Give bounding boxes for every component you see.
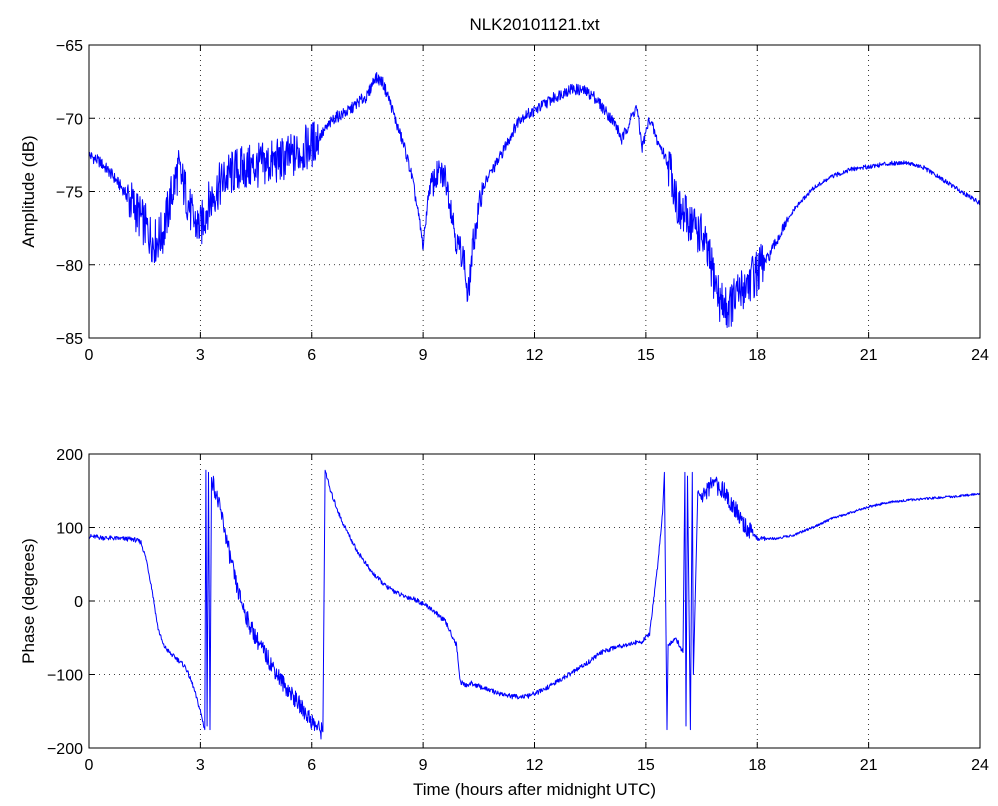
x-tick-label: 6 [307,347,316,364]
x-tick-label: 15 [637,347,655,364]
y-tick-label: 100 [56,521,83,538]
y-tick-label: −65 [56,38,83,55]
series-line [89,72,980,328]
y-tick-label: 200 [56,447,83,464]
y-tick-label: −85 [56,331,83,348]
y-axis-label: Amplitude (dB) [19,135,38,247]
y-tick-label: −80 [56,258,83,275]
x-tick-label: 9 [419,347,428,364]
x-tick-label: 18 [748,757,766,774]
x-tick-label: 9 [419,757,428,774]
y-axis-label: Phase (degrees) [19,538,38,664]
y-tick-label: −70 [56,111,83,128]
series-line [89,469,980,740]
y-tick-label: −200 [47,741,83,758]
x-tick-label: 6 [307,757,316,774]
y-tick-label: 0 [74,594,83,611]
x-tick-label: 3 [196,347,205,364]
x-tick-label: 15 [637,757,655,774]
y-tick-label: −100 [47,668,83,685]
phase-panel: 0 3 6 9 12 15 18 21 24 −200 −100 0 100 200 Phase (degr… [19,447,989,799]
x-tick-label: 0 [85,347,94,364]
x-tick-label: 24 [971,347,989,364]
x-tick-label: 12 [526,757,544,774]
x-axis-label: Time (hours after midnight UTC) [413,780,656,799]
x-tick-label: 24 [971,757,989,774]
x-tick-label: 0 [85,757,94,774]
x-tick-label: 3 [196,757,205,774]
x-tick-label: 12 [526,347,544,364]
x-tick-label: 21 [860,347,878,364]
x-tick-label: 18 [748,347,766,364]
y-tick-label: −75 [56,185,83,202]
x-tick-label: 21 [860,757,878,774]
amplitude-panel: 0 3 6 9 12 15 18 21 24 −85 −80 −75 −70 −65 NLK20101121… [19,15,989,364]
chart-title: NLK20101121.txt [469,15,599,34]
